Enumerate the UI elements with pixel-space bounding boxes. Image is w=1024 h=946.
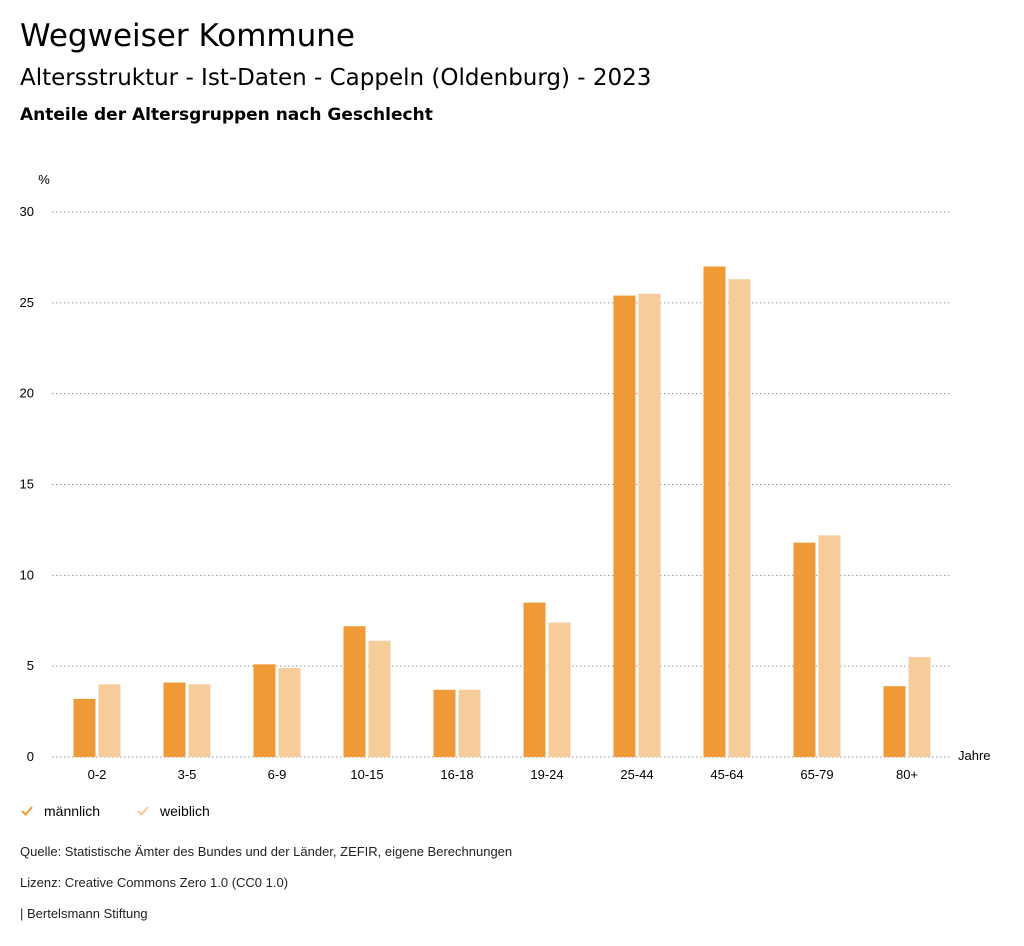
source-note: Quelle: Statistische Ämter des Bundes un… [20, 844, 513, 859]
check-icon [21, 806, 33, 816]
y-tick-label: 15 [20, 477, 34, 492]
legend-item-weiblich[interactable]: weiblich [136, 803, 210, 819]
y-tick-label: 0 [27, 749, 34, 764]
bar-weiblich-45-64 [728, 279, 751, 757]
bar-maennlich-80+ [883, 686, 906, 757]
page-title: Wegweiser Kommune [20, 18, 355, 54]
bar-maennlich-25-44 [613, 295, 636, 757]
x-tick-label: 45-64 [710, 767, 743, 782]
legend: männlich weiblich [20, 803, 210, 819]
x-tick-label: 25-44 [620, 767, 653, 782]
check-icon [137, 806, 149, 816]
bar-weiblich-65-79 [818, 535, 841, 757]
bar-weiblich-3-5 [188, 684, 211, 757]
bar-maennlich-65-79 [793, 542, 816, 757]
x-tick-label: 6-9 [268, 767, 287, 782]
legend-label-maennlich: männlich [44, 803, 101, 819]
bar-weiblich-16-18 [458, 689, 481, 757]
bar-maennlich-45-64 [703, 266, 726, 757]
x-tick-label: 10-15 [350, 767, 383, 782]
bar-maennlich-6-9 [253, 664, 276, 757]
x-tick-label: 80+ [896, 767, 918, 782]
bar-maennlich-0-2 [73, 698, 96, 757]
bar-weiblich-25-44 [638, 293, 661, 757]
x-tick-label: 0-2 [88, 767, 107, 782]
bar-weiblich-80+ [908, 657, 931, 757]
bar-maennlich-10-15 [343, 626, 366, 757]
chart-subtitle: Altersstruktur - Ist-Daten - Cappeln (Ol… [20, 65, 652, 91]
legend-item-maennlich[interactable]: männlich [20, 803, 100, 819]
y-tick-label: 25 [20, 295, 34, 310]
x-tick-label: 65-79 [800, 767, 833, 782]
bar-maennlich-3-5 [163, 682, 186, 757]
y-tick-label: 5 [27, 658, 34, 673]
y-tick-label: 10 [20, 567, 34, 582]
y-tick-label: 30 [20, 204, 34, 219]
bar-weiblich-6-9 [278, 667, 301, 757]
x-tick-label: 3-5 [178, 767, 197, 782]
bar-maennlich-16-18 [433, 689, 456, 757]
chart-description: Anteile der Altersgruppen nach Geschlech… [20, 105, 433, 125]
bar-weiblich-0-2 [98, 684, 121, 757]
bar-weiblich-10-15 [368, 640, 391, 757]
bar-chart: % 0 5 10 15 20 25 30 0-2 3-5 6-9 10-15 16-18 19-24 25-… [20, 172, 991, 782]
license-note: Lizenz: Creative Commons Zero 1.0 (CC0 1… [20, 875, 289, 890]
publisher-note: | Bertelsmann Stiftung [20, 906, 148, 921]
bar-maennlich-19-24 [523, 602, 546, 757]
x-tick-label: 16-18 [440, 767, 473, 782]
bar-weiblich-19-24 [548, 622, 571, 757]
legend-label-weiblich: weiblich [160, 803, 210, 819]
y-axis-label: % [38, 172, 50, 187]
x-axis-label: Jahre [958, 748, 991, 763]
x-tick-label: 19-24 [530, 767, 563, 782]
y-tick-label: 20 [20, 386, 34, 401]
